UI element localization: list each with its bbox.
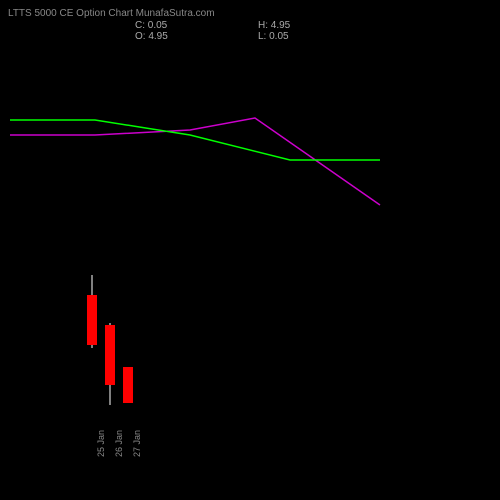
high-value: 4.95	[271, 20, 290, 31]
close-label: C:	[135, 20, 145, 31]
x-axis-label: 26 Jan	[114, 430, 124, 457]
close-value: 0.05	[148, 20, 167, 31]
chart-title: LTTS 5000 CE Option Chart MunafaSutra.co…	[8, 8, 215, 19]
candlestick-group	[87, 275, 133, 405]
ohlc-block-1: C: 0.05 O: 4.95	[135, 20, 168, 42]
x-axis-label: 27 Jan	[132, 430, 142, 457]
chart-area: 25 Jan 26 Jan 27 Jan	[10, 45, 490, 465]
low-label: L:	[258, 31, 266, 42]
ohlc-block-2: H: 4.95 L: 0.05	[258, 20, 290, 42]
x-axis-label: 25 Jan	[96, 430, 106, 457]
open-label: O:	[135, 31, 146, 42]
chart-svg	[10, 45, 490, 465]
candle-body	[87, 295, 97, 345]
candle-body	[123, 367, 133, 403]
indicator-line-2	[10, 118, 380, 205]
indicator-line-1	[10, 120, 380, 160]
high-label: H:	[258, 20, 268, 31]
low-value: 0.05	[269, 31, 288, 42]
open-value: 4.95	[148, 31, 167, 42]
candle-body	[105, 325, 115, 385]
